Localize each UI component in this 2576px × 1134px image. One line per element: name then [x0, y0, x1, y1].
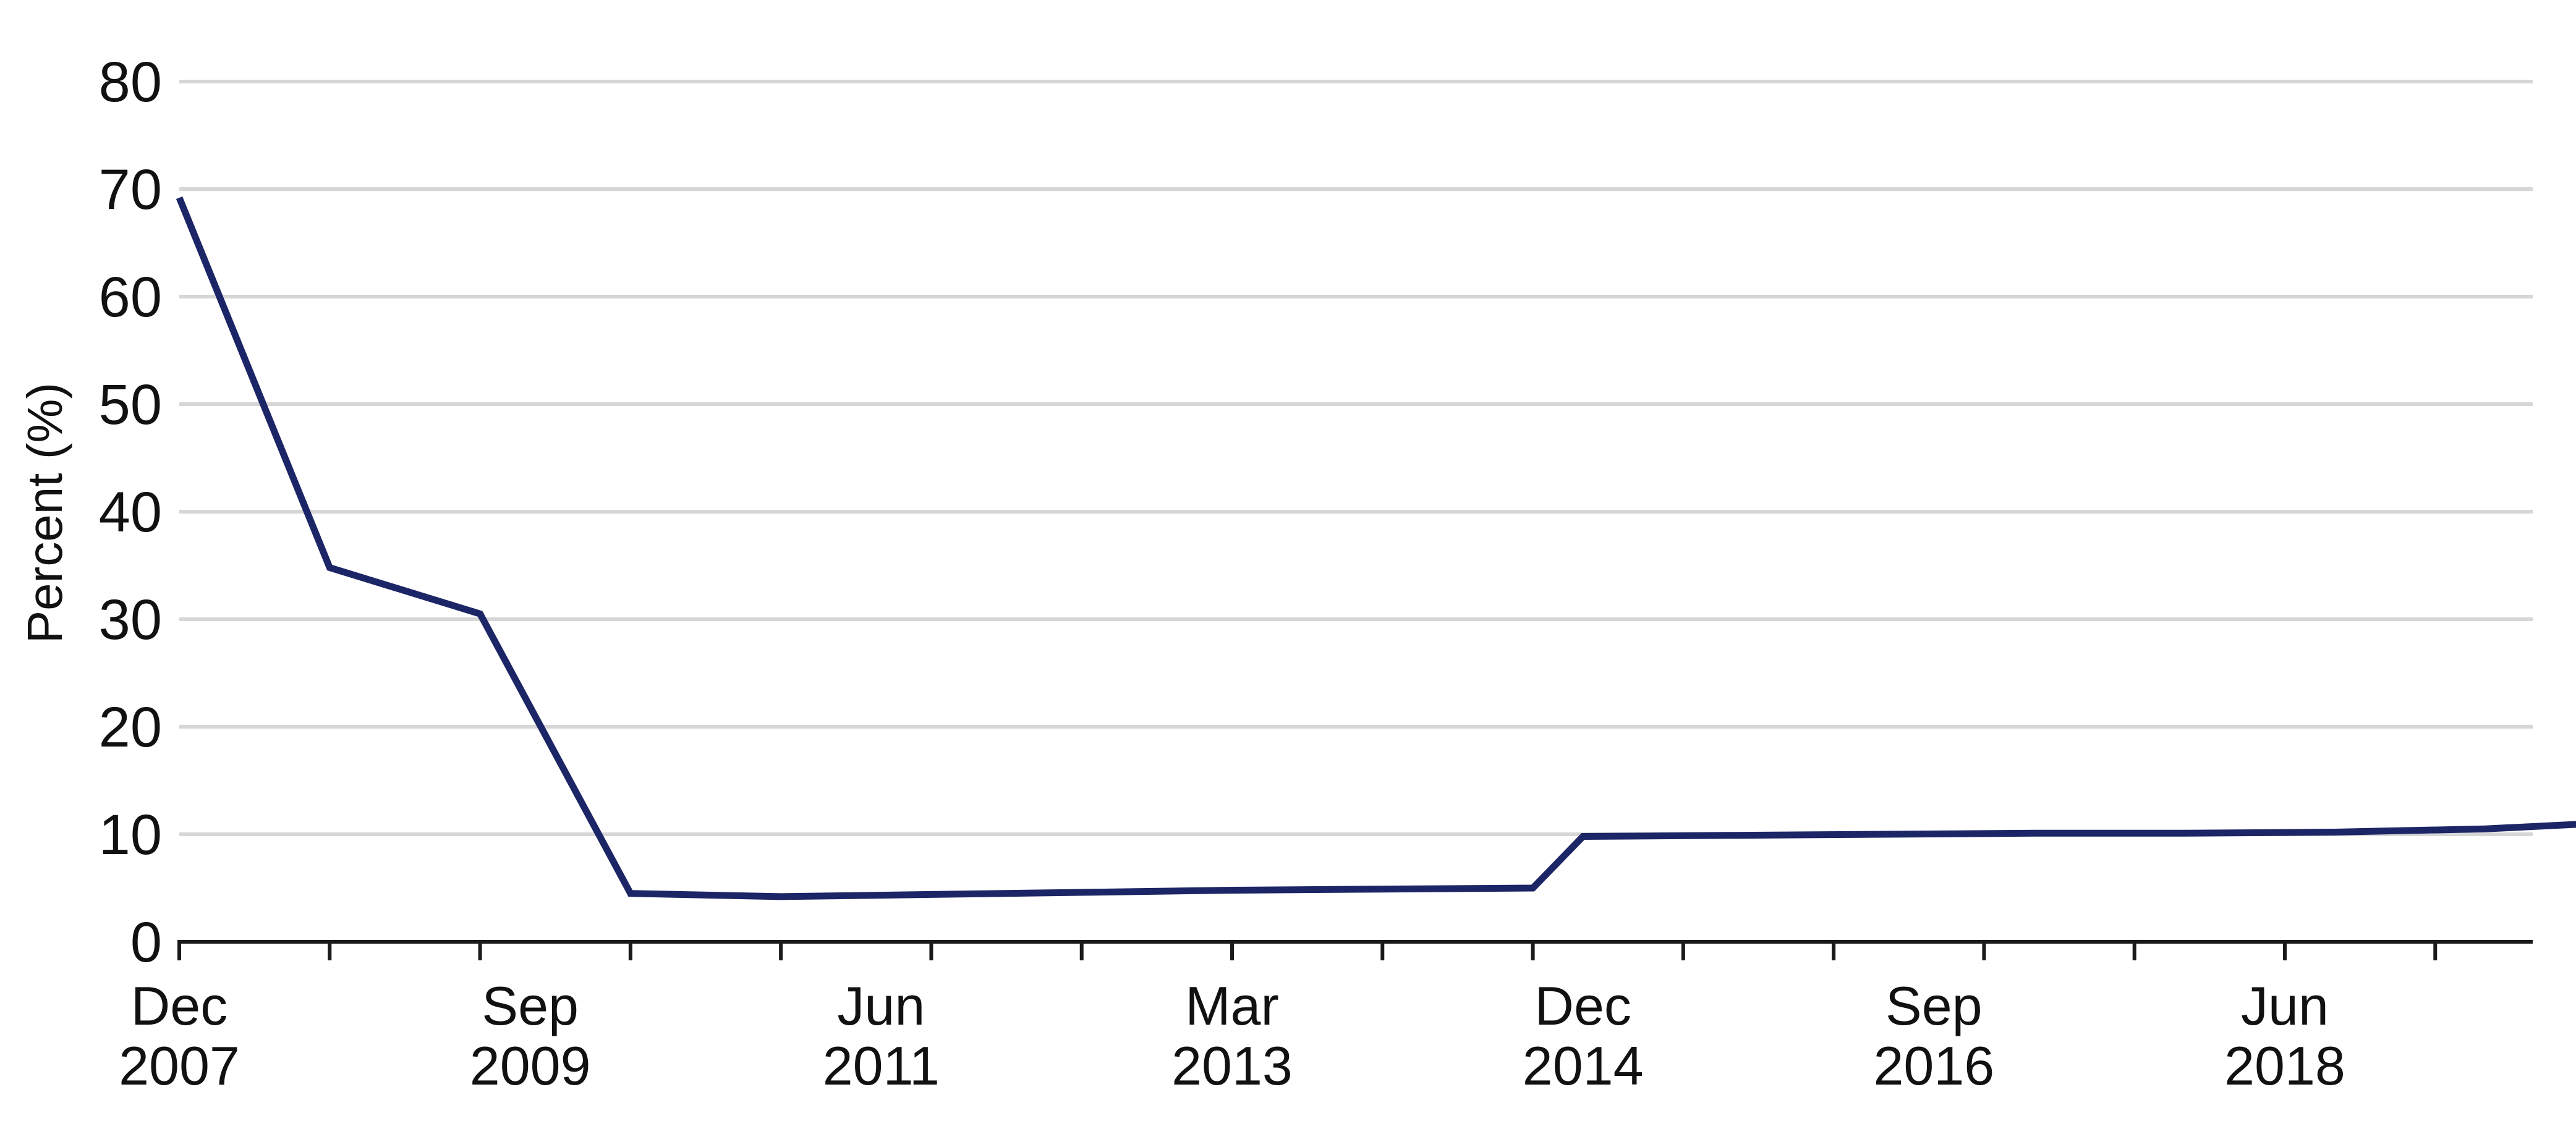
x-tick-label-month: Sep: [1885, 975, 1983, 1036]
x-tick-label-year: 2016: [1873, 1035, 1994, 1096]
x-tick-label-year: 2014: [1523, 1035, 1644, 1096]
x-axis-ticks: [177, 942, 2438, 960]
x-tick-label-month: Sep: [482, 975, 579, 1036]
y-tick-label: 70: [99, 158, 162, 221]
y-tick-label: 10: [99, 803, 162, 866]
y-tick-label: 0: [130, 911, 162, 974]
series-layer: [176, 196, 2576, 900]
y-tick-label: 30: [99, 588, 162, 651]
x-tick-label-month: Jun: [2241, 975, 2329, 1036]
y-tick-label: 80: [99, 51, 162, 114]
x-tick-label-month: Jun: [837, 975, 925, 1036]
x-tick-label-year: 2020: [2575, 1035, 2576, 1096]
x-tick-label-year: 2013: [1171, 1035, 1293, 1096]
y-axis-label: Percent (%): [17, 383, 72, 643]
y-tick-label: 60: [99, 266, 162, 329]
x-tick-label-month: Dec: [1534, 975, 1631, 1036]
gridlines: [179, 80, 2533, 836]
x-tick-label-month: Mar: [1185, 975, 1279, 1036]
x-tick-label-year: 2007: [119, 1035, 240, 1096]
y-tick-label: 20: [99, 696, 162, 759]
x-tick-label-year: 2011: [823, 1035, 940, 1096]
y-tick-label: 50: [99, 373, 162, 436]
x-tick-label-month: Dec: [131, 975, 228, 1036]
y-tick-label: 40: [99, 481, 162, 544]
y-axis-tick-labels: 0 10 20 30 40 50 60 70 80: [99, 51, 162, 974]
x-axis-tick-labels: Dec2007Sep2009Jun2011Mar2013Dec2014Sep20…: [119, 975, 2576, 1096]
x-tick-label-year: 2018: [2224, 1035, 2345, 1096]
series-line: [176, 196, 2576, 900]
x-tick-label: Mar2020: [2575, 1035, 2576, 1096]
x-tick-label-year: 2009: [470, 1035, 591, 1096]
